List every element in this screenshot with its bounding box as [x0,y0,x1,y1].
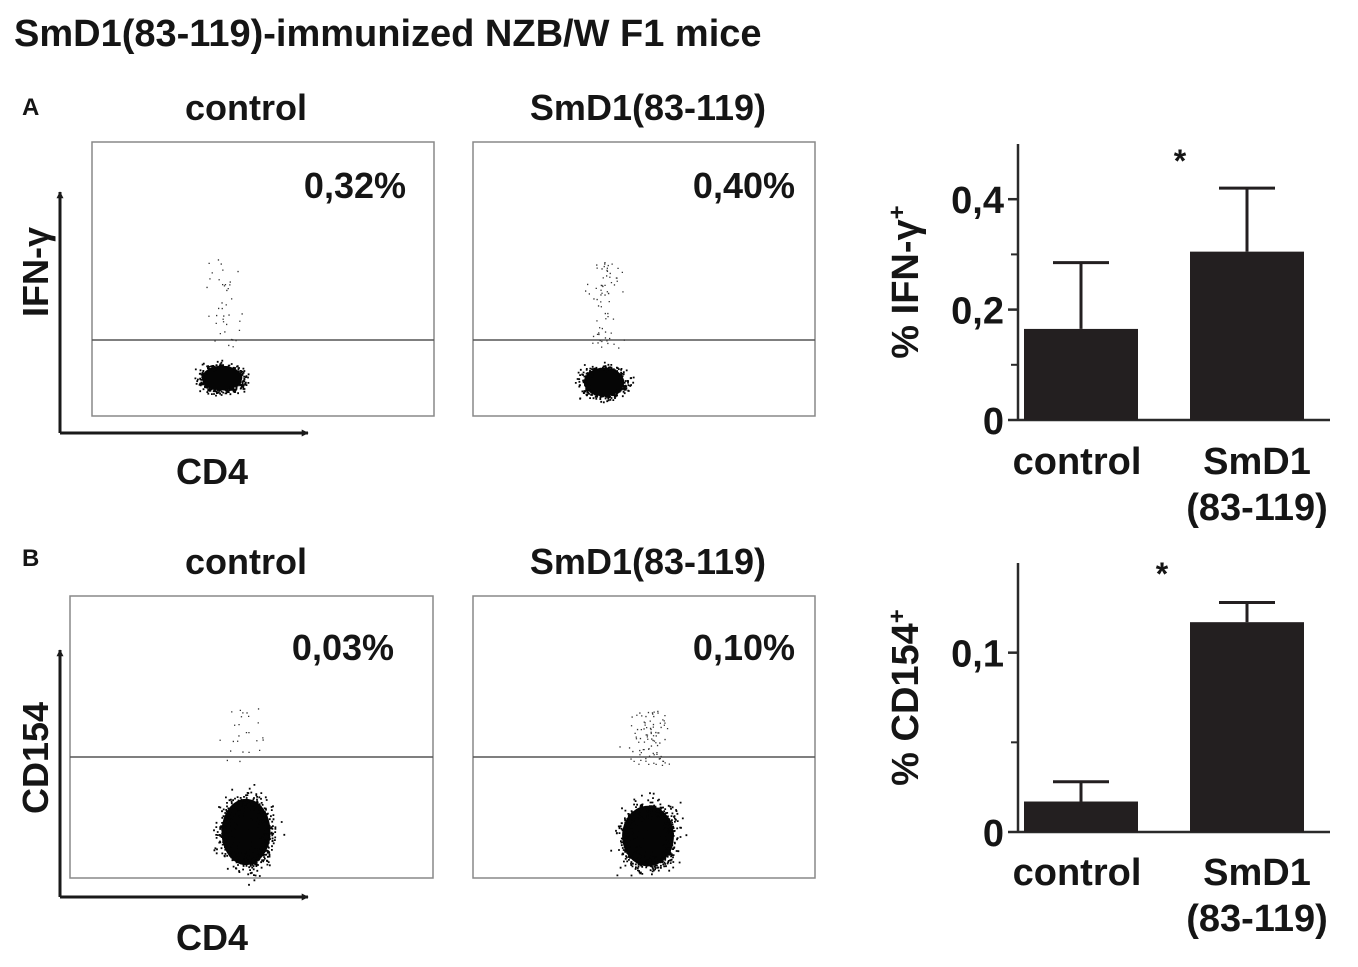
y-axis-label-sup: + [884,609,911,623]
category-label: SmD1 [1203,852,1311,894]
y-axis-label: % IFN-γ+ [884,205,928,358]
category-label: control [1013,852,1142,894]
significance-star: * [1174,143,1187,179]
positive-events [619,710,670,766]
panel-a-plot2-percent: 0,40% [693,165,795,206]
panel-a-plot2-condition: SmD1(83-119) [530,87,766,128]
y-tick-label: 0,2 [951,291,1004,333]
y-axis-label-main: % CD154 [885,623,927,786]
cell-events [574,361,635,404]
cell-events [213,784,286,886]
bar-1 [1024,801,1138,832]
y-axis-label-sup: + [884,205,911,219]
panel-b-plot2-percent: 0,10% [693,627,795,668]
panel-b-plot2-cells [610,710,688,877]
category-label: (83-119) [1186,898,1328,940]
panel-a-plot1-cells [194,259,250,397]
positive-events [585,262,625,349]
panel-a-plot1-condition: control [185,87,307,128]
bar-2 [1190,251,1304,420]
panel-b-bar-chart: 0 0,1 % CD154+ control SmD1(83-119) * [884,556,1330,940]
category-label: SmD1 [1203,441,1311,483]
panel-a-plot1-frame [91,141,435,417]
panel-b-plot2-frame [472,595,816,879]
panel-a-plot1-percent: 0,32% [304,165,406,206]
y-tick-label: 0,1 [951,634,1004,676]
significance-star: * [1156,556,1169,592]
panel-b-y-marker: CD154 [15,702,56,814]
positive-events [206,259,243,348]
panel-a-plot2-frame [472,141,816,417]
bar-1 [1024,328,1138,420]
category-label: control [1013,441,1142,483]
y-tick-label: 0 [983,813,1004,855]
y-axis-label: % CD154+ [884,609,928,786]
panel-b-plot1-frame [69,595,434,879]
category-label: (83-119) [1186,487,1328,529]
panel-a-x-marker: CD4 [176,451,248,492]
panel-b-plot1-cells [213,708,286,886]
y-tick-label: 0,4 [951,180,1004,222]
bar-2 [1190,622,1304,832]
panel-b-plot2-condition: SmD1(83-119) [530,541,766,582]
cell-events [610,792,688,877]
figure-title: SmD1(83-119)-immunized NZB/W F1 mice [14,13,762,55]
panel-letter-b: B [22,545,39,572]
panel-letter-a: A [22,94,39,121]
positive-events [219,708,264,763]
y-axis-label-main: % IFN-γ [885,219,927,358]
panel-b-x-marker: CD4 [176,917,248,958]
panel-b-plot1-percent: 0,03% [292,627,394,668]
cell-events [194,359,250,397]
panel-a-bar-chart: 0 0,2 0,4 % IFN-γ+ control SmD1(83-119) * [884,143,1330,529]
panel-a-flow-plots: IFN-γ CD4 control 0,32% SmD1(83-119) 0,4… [15,87,816,492]
panel-a-y-marker: IFN-γ [15,227,56,317]
panel-b-flow-plots: CD154 CD4 control 0,03% SmD1(83-119) 0,1… [15,541,816,958]
panel-a-plot2-cells [574,262,635,404]
panel-b-plot1-condition: control [185,541,307,582]
y-tick-label: 0 [983,401,1004,443]
